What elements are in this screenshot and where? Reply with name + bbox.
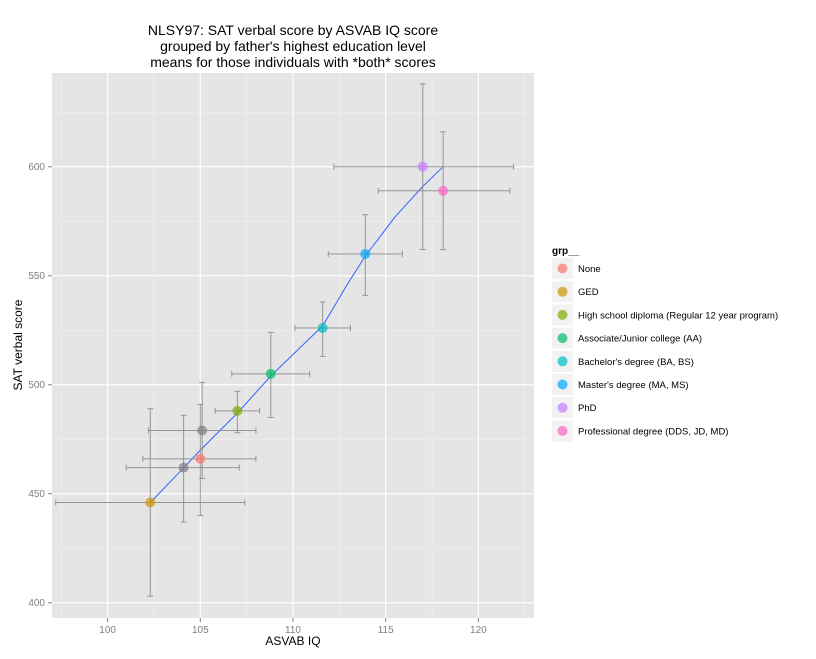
chart-title-line-3: means for those individuals with *both* … xyxy=(150,54,436,70)
x-tick-label: 115 xyxy=(378,625,394,636)
y-axis-title: SAT verbal score xyxy=(11,299,25,390)
x-axis-ticks: 100 105 110 115 120 xyxy=(99,618,487,636)
data-point-professional-degree-dds-jd-md xyxy=(438,185,449,196)
legend-swatch-none xyxy=(557,263,568,274)
legend-swatch-phd xyxy=(557,402,568,413)
x-tick-label: 110 xyxy=(285,625,301,636)
y-tick-label: 500 xyxy=(28,380,45,391)
data-point-bachelor-s-degree-ba-bs xyxy=(317,323,328,334)
legend-swatch-associate-junior-college-aa xyxy=(557,333,568,344)
chart-title-line-1: NLSY97: SAT verbal score by ASVAB IQ sco… xyxy=(148,22,438,38)
y-tick-label: 400 xyxy=(28,598,45,609)
data-point-associate-junior-college-aa xyxy=(265,368,276,379)
legend-label-high-school-diploma-regular-12-year-program: High school diploma (Regular 12 year pro… xyxy=(578,310,778,321)
legend-swatch-bachelor-s-degree-ba-bs xyxy=(557,356,568,367)
data-point-phd xyxy=(417,161,428,172)
points-layer xyxy=(145,161,449,508)
y-tick-label: 450 xyxy=(28,489,45,500)
legend-swatch-ged xyxy=(557,286,568,297)
legend-label-none: None xyxy=(578,264,601,275)
x-axis-title: ASVAB IQ xyxy=(265,634,320,648)
data-point-master-s-degree-ma-ms xyxy=(360,248,371,259)
grid-lines xyxy=(52,73,534,618)
legend-swatch-master-s-degree-ma-ms xyxy=(557,379,568,390)
legend-label-ged: GED xyxy=(578,287,599,298)
y-tick-label: 600 xyxy=(28,162,45,173)
legend-label-master-s-degree-ma-ms: Master's degree (MA, MS) xyxy=(578,380,689,391)
legend-label-professional-degree-dds-jd-md: Professional degree (DDS, JD, MD) xyxy=(578,426,728,437)
legend-title: grp__ xyxy=(552,246,580,257)
data-point-high-school-diploma-regular-12-year-program xyxy=(232,405,243,416)
legend: grp__ None GED High school diploma (Regula… xyxy=(552,246,778,442)
legend-swatch-high-school-diploma-regular-12-year-program xyxy=(557,309,568,320)
smooth-fit-line xyxy=(149,166,444,503)
smooth-line-layer xyxy=(149,166,444,503)
y-tick-label: 550 xyxy=(28,271,45,282)
x-tick-label: 105 xyxy=(192,625,209,636)
x-tick-label: 120 xyxy=(470,625,487,636)
data-point-na xyxy=(197,425,208,436)
x-tick-label: 100 xyxy=(99,625,116,636)
data-point-na xyxy=(178,462,189,473)
chart-title: NLSY97: SAT verbal score by ASVAB IQ sco… xyxy=(148,22,438,70)
legend-label-bachelor-s-degree-ba-bs: Bachelor's degree (BA, BS) xyxy=(578,357,694,368)
data-point-ged xyxy=(145,497,156,508)
legend-label-phd: PhD xyxy=(578,403,597,414)
legend-swatch-professional-degree-dds-jd-md xyxy=(557,425,568,436)
chart-title-line-2: grouped by father's highest education le… xyxy=(160,38,426,54)
y-axis-ticks: 400 450 500 550 600 xyxy=(28,162,52,609)
legend-label-associate-junior-college-aa: Associate/Junior college (AA) xyxy=(578,334,702,345)
data-point-none xyxy=(195,453,206,464)
